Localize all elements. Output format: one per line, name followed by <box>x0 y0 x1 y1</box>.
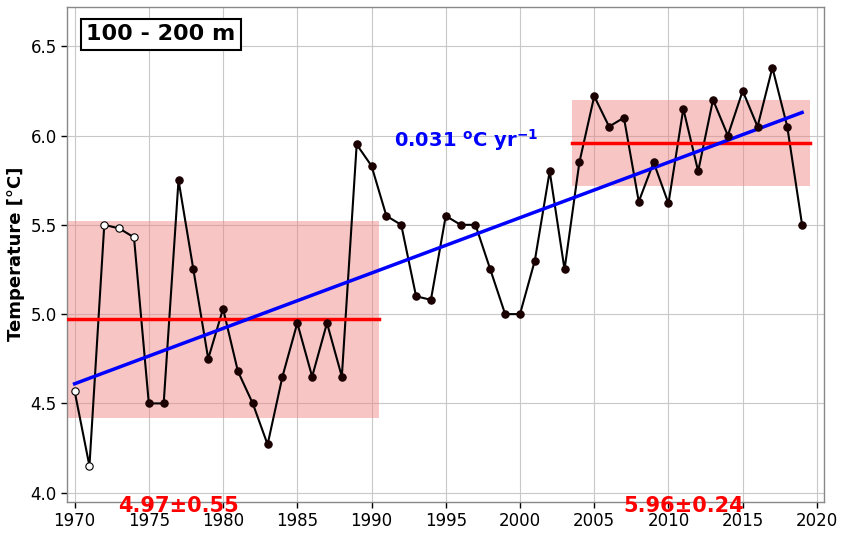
Point <box>750 122 764 131</box>
Bar <box>67 221 379 418</box>
Point <box>647 158 661 166</box>
Point <box>781 122 794 131</box>
Point <box>618 113 631 122</box>
Point <box>68 387 81 395</box>
Point <box>587 92 601 100</box>
Point <box>365 162 378 170</box>
Point <box>706 96 720 104</box>
Point <box>691 167 705 176</box>
Point <box>335 372 349 381</box>
Point <box>721 131 734 140</box>
Point <box>736 86 750 95</box>
Point <box>795 221 809 229</box>
Point <box>677 104 690 113</box>
Point <box>498 310 512 318</box>
Point <box>217 304 230 313</box>
Point <box>766 63 779 72</box>
Point <box>172 176 185 185</box>
Point <box>528 256 541 265</box>
Point <box>113 224 126 233</box>
Text: 100 - 200 m: 100 - 200 m <box>86 24 235 44</box>
Point <box>276 372 289 381</box>
Point <box>231 367 244 375</box>
Point <box>439 212 453 220</box>
Point <box>394 221 408 229</box>
Text: 4.97±0.55: 4.97±0.55 <box>118 496 239 516</box>
Point <box>484 265 497 274</box>
Point <box>127 233 140 242</box>
Point <box>261 440 274 449</box>
Point <box>97 221 111 229</box>
Point <box>350 140 364 149</box>
Point <box>514 310 527 318</box>
Point <box>380 212 393 220</box>
Point <box>157 399 170 408</box>
Point <box>424 295 437 304</box>
Point <box>246 399 260 408</box>
Point <box>558 265 571 274</box>
Point <box>409 292 423 301</box>
Bar <box>572 100 810 186</box>
Point <box>543 167 557 176</box>
Point <box>453 221 467 229</box>
Point <box>290 319 304 328</box>
Point <box>305 372 319 381</box>
Point <box>469 221 482 229</box>
Text: 0.031 $\mathregular{^oC}$ yr$\mathregular{^{-1}}$: 0.031 $\mathregular{^oC}$ yr$\mathregula… <box>393 127 538 154</box>
Point <box>632 197 645 206</box>
Text: 5.96±0.24: 5.96±0.24 <box>623 496 744 516</box>
Point <box>662 199 675 208</box>
Y-axis label: Temperature [°C]: Temperature [°C] <box>7 167 25 342</box>
Point <box>142 399 156 408</box>
Point <box>573 158 586 166</box>
Point <box>201 354 215 363</box>
Point <box>321 319 334 328</box>
Point <box>602 122 616 131</box>
Point <box>187 265 201 274</box>
Point <box>83 462 96 470</box>
